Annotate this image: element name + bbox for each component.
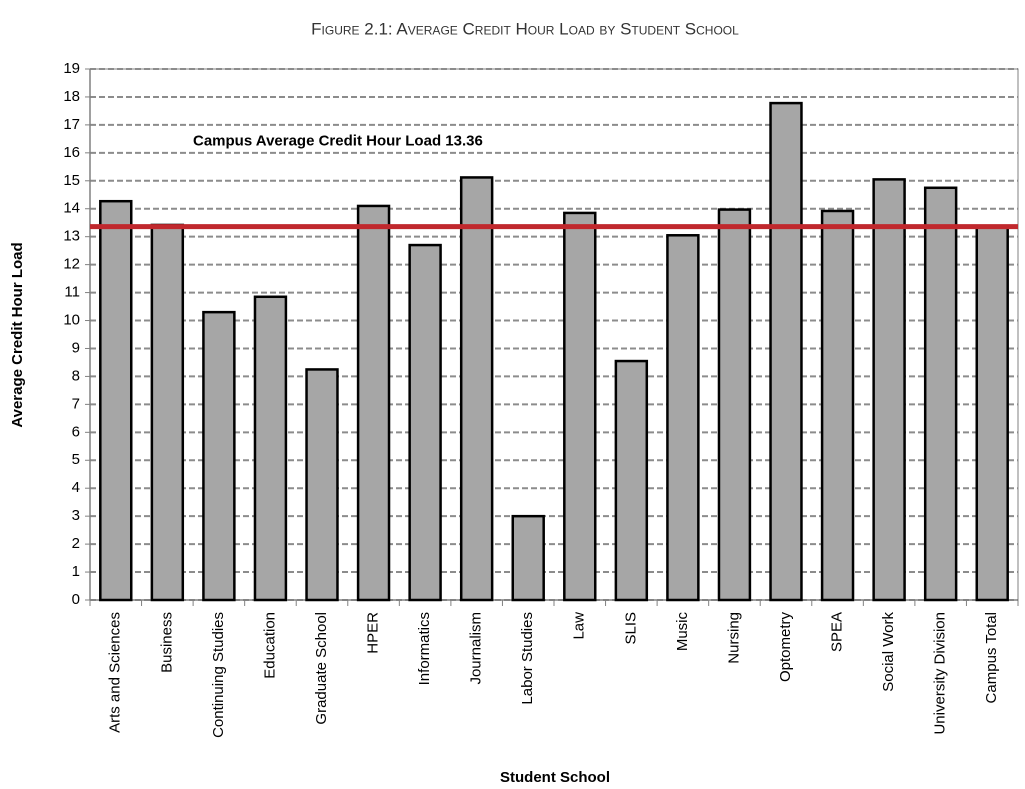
x-tick-label: SPEA <box>829 612 846 652</box>
bar <box>356 204 391 602</box>
x-tick-label: Nursing <box>725 612 742 664</box>
y-tick-label: 16 <box>63 144 80 161</box>
x-tick-label: University Division <box>932 612 949 735</box>
y-tick-label: 17 <box>63 116 80 133</box>
y-tick-label: 3 <box>72 507 80 524</box>
x-tick-label: Law <box>571 612 588 640</box>
y-tick-label: 9 <box>72 339 80 356</box>
y-axis-title: Average Credit Hour Load <box>9 242 26 427</box>
bar <box>872 178 906 602</box>
bar <box>769 101 803 602</box>
y-tick-label: 5 <box>72 451 80 468</box>
x-tick-label: Graduate School <box>313 612 330 725</box>
x-axis-title: Student School <box>500 769 610 786</box>
bar <box>253 295 288 602</box>
x-tick-label: Social Work <box>880 612 897 692</box>
x-tick-label: Education <box>261 612 278 679</box>
y-tick-label: 19 <box>63 60 80 77</box>
bar <box>614 359 649 602</box>
x-tick-label: Continuing Studies <box>210 612 227 738</box>
bar <box>717 208 752 602</box>
bar <box>459 176 494 602</box>
chart-title: Figure 2.1: Average Credit Hour Load by … <box>311 19 739 38</box>
annotation: Campus Average Credit Hour Load 13.36 <box>193 133 483 150</box>
x-tick-label: Labor Studies <box>519 612 536 705</box>
x-tick-label: Informatics <box>416 612 433 685</box>
bar <box>511 514 545 602</box>
y-tick-label: 18 <box>63 88 80 105</box>
bar <box>202 310 236 602</box>
y-tick-label: 4 <box>72 479 80 496</box>
bar <box>150 223 185 602</box>
bar <box>666 234 700 602</box>
x-tick-label: Optometry <box>777 612 794 683</box>
y-tick-label: 1 <box>72 563 80 580</box>
y-tick-label: 14 <box>63 200 80 217</box>
y-tick-label: 8 <box>72 367 80 384</box>
bar <box>923 186 958 602</box>
y-tick-label: 12 <box>63 256 80 273</box>
x-tick-label: Music <box>674 612 691 652</box>
y-tick-label: 7 <box>72 395 80 412</box>
y-tick-label: 15 <box>63 172 80 189</box>
y-tick-label: 13 <box>63 228 80 245</box>
y-tick-label: 11 <box>64 284 80 301</box>
bar <box>408 243 442 602</box>
y-tick-label: 0 <box>72 591 80 608</box>
x-tick-label: Campus Total <box>983 612 1000 703</box>
x-tick-label: SLIS <box>622 612 639 645</box>
bar <box>820 209 855 602</box>
y-tick-label: 2 <box>72 535 80 552</box>
x-tick-label: Arts and Sciences <box>107 612 124 733</box>
x-tick-label: HPER <box>365 612 382 654</box>
bar <box>563 211 597 602</box>
bar <box>305 368 339 602</box>
x-tick-label: Business <box>158 612 175 673</box>
x-tick-label: Journalism <box>468 612 485 685</box>
bar <box>99 199 133 602</box>
y-tick-label: 6 <box>72 423 80 440</box>
bar <box>975 225 1009 602</box>
y-tick-label: 10 <box>63 311 80 328</box>
